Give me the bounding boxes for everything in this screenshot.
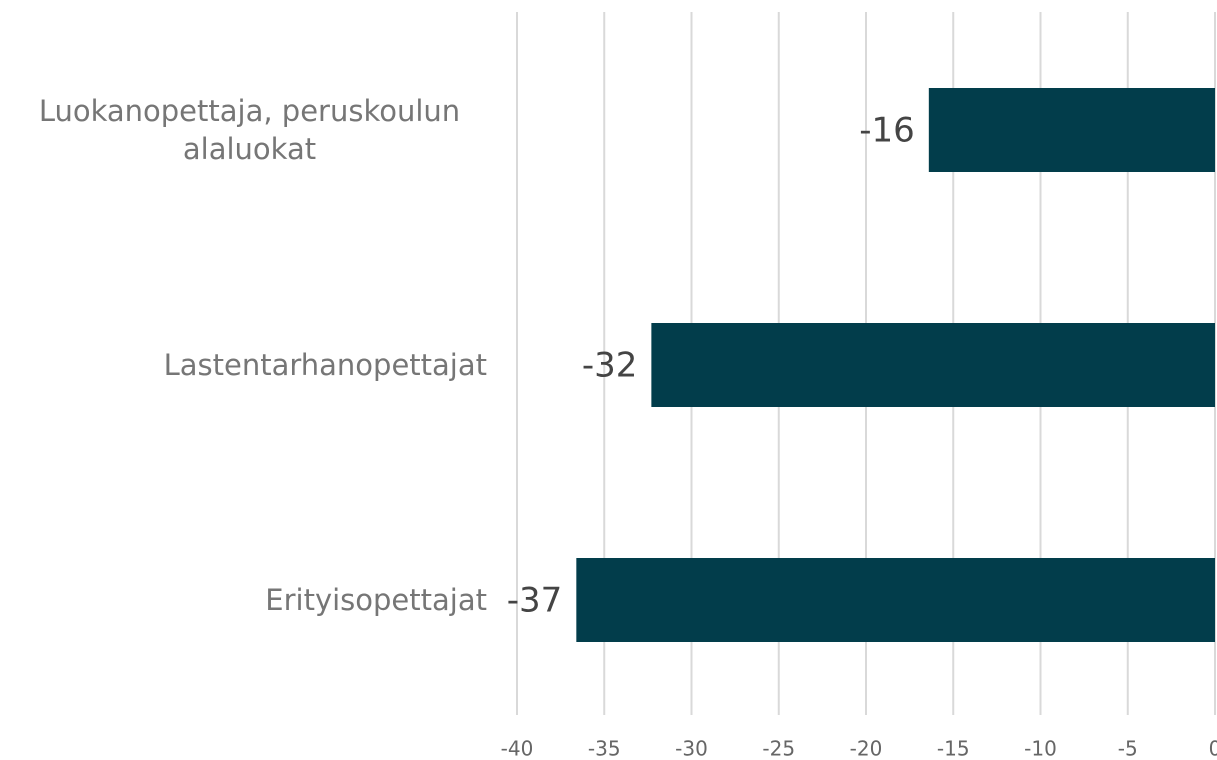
x-tick-label: -20	[850, 737, 883, 760]
y-tick-label-box: Luokanopettaja, peruskoulun alaluokat	[7, 70, 487, 190]
bar	[651, 323, 1215, 407]
data-label: -32	[582, 346, 638, 386]
y-tick-label-box: Lastentarhanopettajat	[7, 305, 487, 425]
x-tick-label: -35	[588, 737, 621, 760]
x-tick-label: -40	[501, 737, 534, 760]
y-tick-label: Luokanopettaja, peruskoulun alaluokat	[38, 94, 461, 166]
y-tick-label: Lastentarhanopettajat	[163, 348, 487, 382]
bar	[576, 558, 1215, 642]
x-tick-label: -15	[937, 737, 970, 760]
x-tick-label: -30	[675, 737, 708, 760]
x-tick-label: -10	[1024, 737, 1057, 760]
x-tick-label: 0	[1209, 737, 1217, 760]
data-label: -37	[507, 581, 563, 621]
x-tick-label: -25	[762, 737, 795, 760]
y-tick-label: Erityisopettajat	[265, 583, 487, 617]
bar	[928, 88, 1215, 172]
x-tick-label: -5	[1118, 737, 1138, 760]
y-tick-label-box: Erityisopettajat	[7, 540, 487, 660]
data-label: -16	[859, 111, 915, 151]
